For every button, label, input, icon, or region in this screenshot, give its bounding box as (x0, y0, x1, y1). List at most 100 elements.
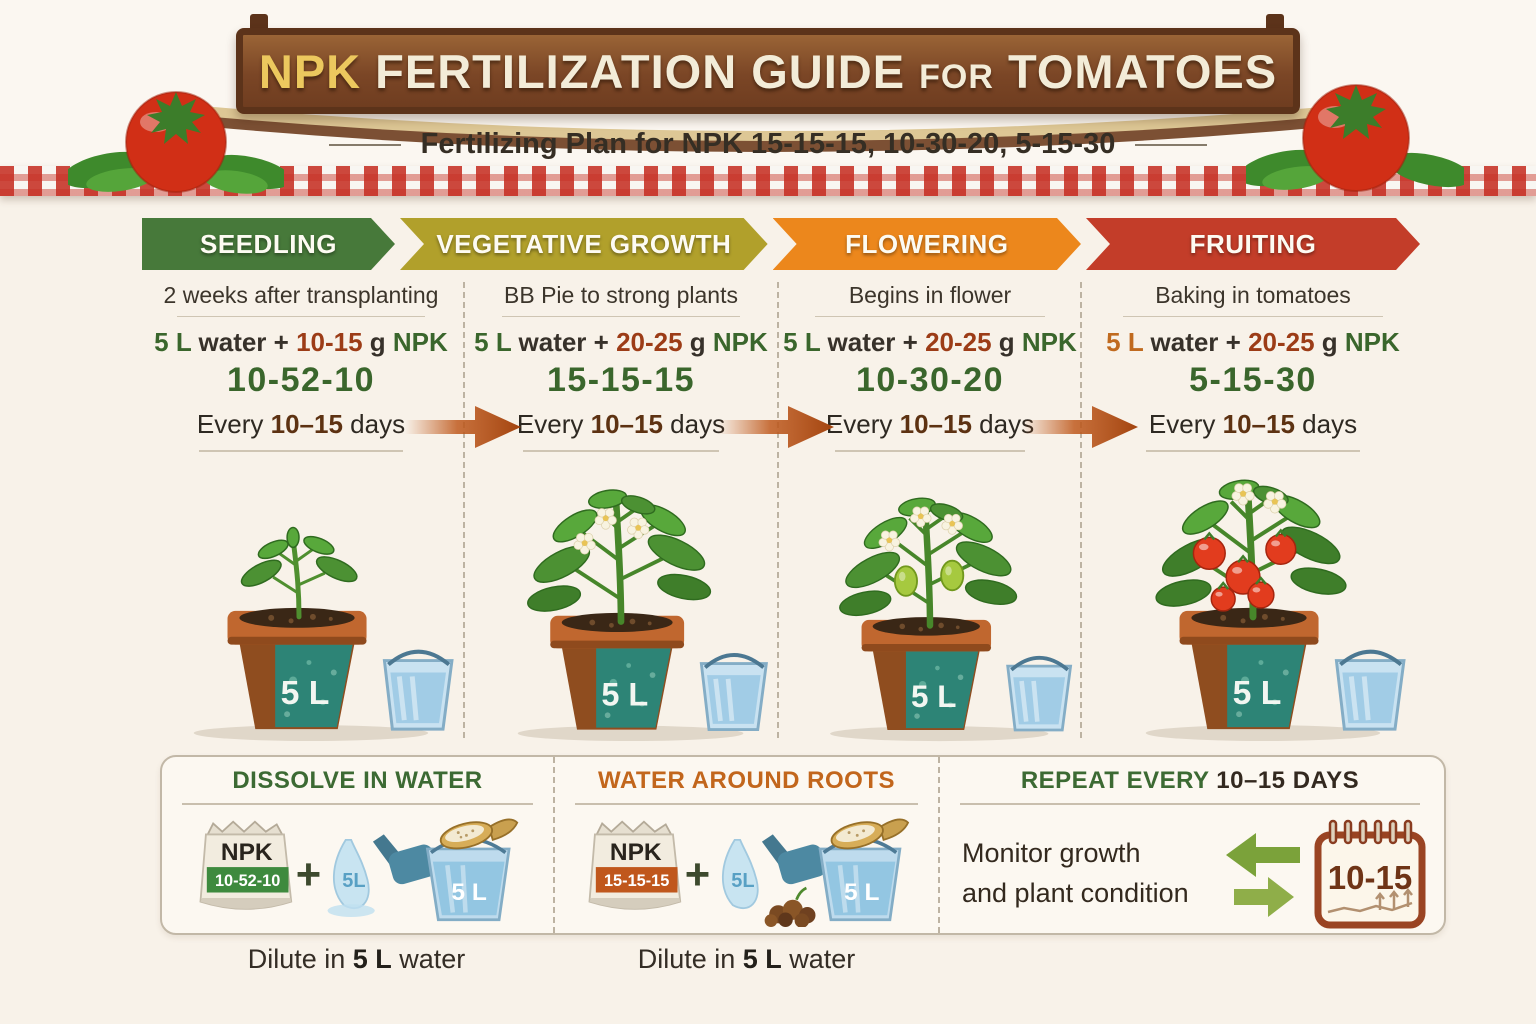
dose-npk: NPK (1344, 327, 1400, 357)
frequency-line: Every 10–15 days (142, 409, 460, 440)
dose-amount: 20-25 (616, 327, 683, 357)
instructions-box: DISSOLVE IN WATER NPK 10-52-10 + 5L (160, 755, 1446, 935)
stage-banner: SEEDLING VEGETATIVE GROWTH FLOWERING FRU… (142, 218, 1420, 270)
every-num: 10–15 (590, 409, 663, 439)
dose-volume: 5 L (1106, 327, 1144, 357)
npk-ratio: 15-15-15 (546, 361, 696, 399)
dose-line: 5 L water + 20-25 g NPK (782, 327, 1078, 358)
every-pre: Every (1148, 409, 1223, 439)
dose-mid: water + (820, 327, 926, 357)
column-divider (463, 282, 465, 738)
plant-illustration-fruiting: 5 L (1086, 454, 1420, 742)
dose-unit: g (991, 327, 1022, 357)
stage-chevron-seedling: SEEDLING (142, 218, 395, 270)
caption-rule (1122, 316, 1384, 317)
dose-mid: water + (191, 327, 297, 357)
svg-text:5 L: 5 L (844, 879, 879, 906)
stage-chevron-vegetative: VEGETATIVE GROWTH (400, 218, 768, 270)
dose-npk: NPK (712, 327, 768, 357)
stage-chevron-flowering: FLOWERING (773, 218, 1081, 270)
title-sign: NPK FERTILIZATION GUIDE FOR TOMATOES (236, 28, 1300, 114)
title-tomatoes: TOMATOES (993, 44, 1278, 98)
soil-mound-icon (764, 886, 816, 927)
svg-text:5 L: 5 L (281, 674, 330, 712)
dissolve-illustration: NPK 10-52-10 + 5L 5 (199, 818, 519, 922)
svg-text:5 L: 5 L (601, 677, 648, 713)
dose-volume: 5 L (474, 327, 512, 357)
stage-label: FLOWERING (845, 228, 1009, 259)
flow-arrow-icon (718, 406, 834, 448)
column-rule (523, 450, 719, 452)
flow-arrow-icon (1022, 406, 1138, 448)
frequency-line: Every 10–15 days (782, 409, 1078, 440)
caption-rule (501, 316, 741, 317)
panel-heading: WATER AROUND ROOTS (598, 767, 895, 794)
plant-illustration-vegetative: 5 L (468, 454, 774, 742)
dose-amount: 20-25 (1248, 327, 1315, 357)
watering-can-icon (372, 834, 438, 885)
plant-illustration-flowering: 5 L (782, 454, 1078, 742)
caption-rule (814, 316, 1046, 317)
svg-text:15-15-15: 15-15-15 (604, 872, 669, 890)
plant-illustration-seedling: 5 L (142, 454, 460, 742)
column-divider (1080, 282, 1082, 738)
bucket-icon: 5 L (425, 837, 511, 922)
every-pre: Every (825, 409, 900, 439)
dilute-caption-2: Dilute in 5 L water (637, 944, 856, 974)
every-pre: Every (196, 409, 271, 439)
column-rule (199, 450, 403, 452)
panel-rule (575, 803, 918, 805)
svg-text:5 L: 5 L (911, 679, 956, 714)
frequency-line: Every 10–15 days (1086, 409, 1420, 440)
dose-unit: g (362, 327, 393, 357)
plus-icon: + (685, 851, 710, 899)
gingham-ribbon (0, 166, 1536, 196)
subtitle-dash-right (1135, 143, 1208, 146)
stage-caption: Begins in flower (848, 282, 1012, 308)
stage-label: FRUITING (1189, 228, 1317, 259)
svg-text:5L: 5L (342, 870, 365, 892)
dose-npk: NPK (1021, 327, 1077, 357)
stage-label: VEGETATIVE GROWTH (436, 228, 732, 259)
plus-icon: + (296, 851, 321, 899)
every-post: days (662, 409, 726, 439)
heading-em: 10–15 DAYS (1216, 767, 1360, 794)
title-for: FOR (919, 57, 994, 96)
dose-line: 5 L water + 20-25 g NPK (1086, 327, 1420, 358)
roots-illustration: NPK 15-15-15 + 5L (588, 818, 910, 927)
svg-text:5 L: 5 L (1233, 674, 1282, 712)
scoop-icon (439, 818, 519, 850)
monitor-line1: Monitor growth (962, 837, 1141, 868)
every-post: days (1294, 409, 1358, 439)
panel-water-around-roots: WATER AROUND ROOTS NPK 15-15-15 + 5L (555, 757, 940, 933)
every-pre: Every (516, 409, 591, 439)
dose-unit: g (1314, 327, 1345, 357)
title-rest: FERTILIZATION GUIDE (361, 44, 920, 98)
dilute-caption-1: Dilute in 5 L water (247, 944, 466, 974)
npk-ratio: 10-30-20 (855, 361, 1005, 399)
npk-bag-icon: NPK 10-52-10 (199, 820, 293, 910)
stage-caption: Baking in tomatoes (1155, 282, 1351, 308)
caption-rule (176, 316, 426, 317)
column-rule (1146, 450, 1360, 452)
flow-arrow-icon (405, 406, 521, 448)
dose-npk: NPK (392, 327, 448, 357)
stage-chevron-fruiting: FRUITING (1086, 218, 1420, 270)
npk-bag-icon: NPK 15-15-15 (588, 820, 682, 910)
svg-text:5 L: 5 L (451, 879, 486, 906)
dose-mid: water + (511, 327, 617, 357)
monitor-arrows-icon (1226, 833, 1300, 917)
svg-text:10-52-10: 10-52-10 (215, 872, 280, 890)
dose-volume: 5 L (783, 327, 821, 357)
dose-amount: 20-25 (925, 327, 992, 357)
every-post: days (342, 409, 406, 439)
heading-pre: REPEAT EVERY (1020, 767, 1217, 794)
svg-text:10-15: 10-15 (1328, 859, 1412, 896)
watering-can-icon (761, 834, 827, 885)
dose-amount: 10-15 (296, 327, 363, 357)
panel-dissolve-in-water: DISSOLVE IN WATER NPK 10-52-10 + 5L (162, 757, 555, 933)
svg-text:NPK: NPK (610, 839, 662, 866)
panel-heading: DISSOLVE IN WATER (232, 767, 483, 794)
column-rule (835, 450, 1025, 452)
